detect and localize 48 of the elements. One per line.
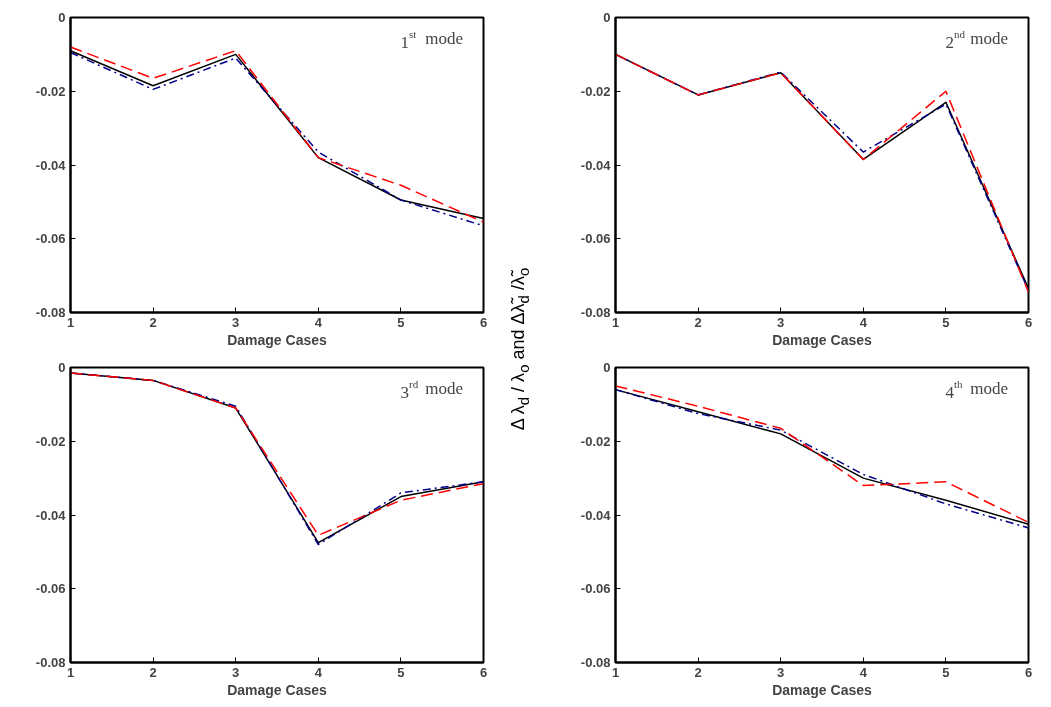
y-tick-label: -0.06 [35, 581, 66, 597]
x-tick-label: 6 [479, 314, 488, 330]
x-tick-label: 2 [694, 664, 702, 680]
x-tick-label: 2 [694, 314, 702, 330]
y-tick-label: 0 [58, 10, 66, 25]
y-tick-label: -0.04 [580, 157, 612, 173]
y-tick-label: -0.02 [35, 433, 66, 449]
x-axis-title: Damage Cases [227, 331, 328, 348]
x-axis-title: Damage Cases [772, 331, 873, 348]
y-tick-label: -0.04 [580, 507, 612, 523]
x-tick-label: 3 [232, 664, 240, 680]
x-tick-label: 6 [1024, 314, 1033, 330]
x-tick-label: 6 [1024, 664, 1033, 680]
y-tick-label: -0.02 [580, 83, 611, 99]
x-tick-label: 6 [479, 664, 488, 680]
y-tick-label: -0.06 [580, 581, 611, 597]
y-tick-label: -0.08 [35, 655, 66, 670]
x-axis-title: Damage Cases [772, 681, 873, 698]
y-tick-label: -0.08 [35, 305, 66, 320]
x-tick-label: 4 [314, 664, 323, 680]
y-tick-label: -0.04 [35, 157, 67, 173]
x-tick-label: 1 [611, 664, 620, 680]
x-tick-label: 3 [232, 314, 240, 330]
x-axis-title: Damage Cases [227, 681, 328, 698]
y-tick-label: 0 [603, 10, 611, 25]
x-tick-label: 3 [777, 664, 785, 680]
x-tick-label: 2 [149, 664, 157, 680]
y-tick-label: -0.02 [580, 433, 611, 449]
y-tick-label: 0 [58, 360, 66, 375]
y-tick-label: -0.04 [35, 507, 67, 523]
x-tick-label: 5 [397, 314, 405, 330]
y-tick-label: 0 [603, 360, 611, 375]
y-tick-label: -0.08 [580, 305, 611, 320]
x-tick-label: 1 [611, 314, 620, 330]
x-tick-label: 4 [859, 664, 868, 680]
x-tick-label: 4 [859, 314, 868, 330]
x-tick-label: 5 [397, 664, 405, 680]
x-tick-label: 5 [942, 664, 950, 680]
y-tick-label: -0.06 [35, 231, 66, 247]
x-tick-label: 2 [149, 314, 157, 330]
x-tick-label: 1 [66, 664, 75, 680]
y-tick-label: -0.02 [35, 83, 66, 99]
x-tick-label: 4 [314, 314, 323, 330]
x-tick-label: 1 [66, 314, 75, 330]
y-tick-label: -0.08 [580, 655, 611, 670]
x-tick-label: 3 [777, 314, 785, 330]
x-tick-label: 5 [942, 314, 950, 330]
y-tick-label: -0.06 [580, 231, 611, 247]
